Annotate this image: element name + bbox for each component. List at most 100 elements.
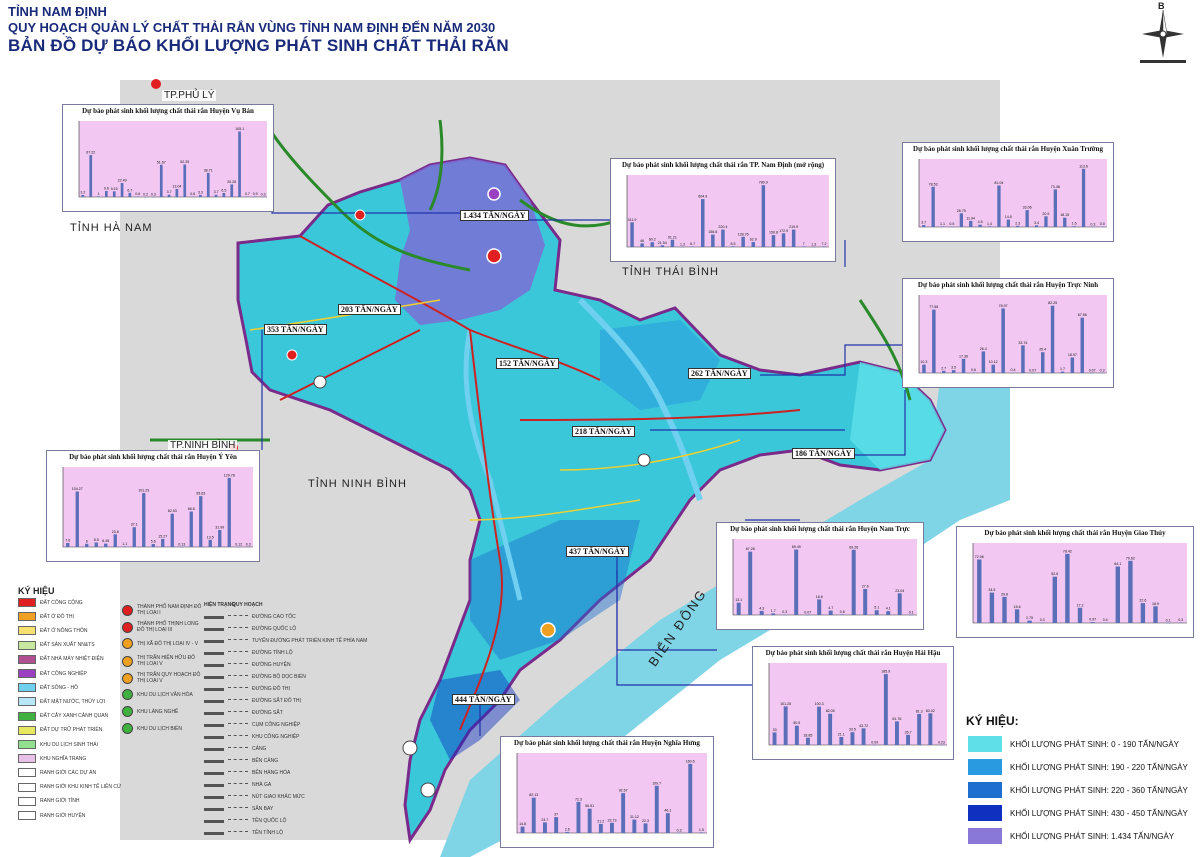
line-symbol-icon — [228, 831, 248, 835]
chart-title: Dự báo phát sinh khối lượng chất thải rắ… — [765, 649, 941, 657]
river — [463, 329, 523, 601]
chart-bar — [839, 737, 844, 745]
chart-data-label: 1.3 — [680, 242, 685, 246]
chart-data-label: 66.6 — [188, 507, 195, 511]
chart-data-label: 9.6 — [104, 187, 109, 191]
chart-bar — [1001, 308, 1005, 373]
chart-data-label: 13.1 — [735, 598, 742, 602]
legend-label: THỊ XÃ ĐÔ THỊ LOẠI IV - V — [137, 640, 199, 647]
provincial-road — [469, 499, 641, 521]
legend-label: RANH GIỚI KHU KINH TẾ LIÊN CỬ — [40, 784, 122, 791]
chart-data-label: 26.7 — [905, 730, 912, 734]
region-thai-binh: TỈNH THÁI BÌNH — [622, 266, 719, 278]
legend-infrastructure-item: ĐƯỜNG SẮT — [204, 710, 283, 716]
line-symbol-icon — [228, 687, 248, 691]
chart-bar — [969, 220, 973, 227]
legend-settlement-item: THỊ TRẤN HIỆN HỮU ĐÔ THỊ LOẠI V — [122, 655, 203, 667]
chart-data-label: 50.5 — [793, 721, 800, 725]
legend-label: TUYẾN ĐƯỜNG PHÁT TRIỂN KINH TẾ PHÍA NAM — [252, 638, 368, 644]
legend-label: KHU DU LỊCH SINH THÁI — [40, 741, 98, 748]
chart-data-label: 33.5 — [849, 728, 856, 732]
expressway — [268, 129, 471, 272]
chart-data-label: 62.53 — [168, 509, 177, 513]
chart-title: Dự báo phát sinh khối lượng chất thải rắ… — [730, 525, 910, 533]
chart-bar — [951, 370, 956, 373]
chart-bar — [151, 544, 155, 547]
chart-bar — [120, 183, 124, 197]
legend-infrastructure-item: TÊN TỈNH LỘ — [204, 830, 283, 836]
chart-data-label: 21.54 — [658, 241, 667, 245]
chart-bar — [97, 196, 100, 197]
map-title: BẢN ĐỒ DỰ BÁO KHỐI LƯỢNG PHÁT SINH CHẤT … — [8, 36, 509, 55]
chart-data-label: 18.85 — [803, 733, 812, 737]
chart-data-label: 0.6 — [190, 192, 195, 196]
chart-data-label: 1 — [98, 192, 100, 196]
legend-label: ĐƯỜNG ĐÔ THỊ — [252, 686, 290, 692]
line-symbol-icon — [204, 699, 224, 703]
chart-data-label: 150.8 — [769, 231, 778, 235]
line-symbol-icon — [204, 687, 224, 691]
legend-swatch — [18, 626, 36, 636]
chart-data-label: 128.76 — [738, 232, 749, 236]
chart-bar — [630, 222, 634, 247]
chart-data-label: 17.36 — [959, 354, 968, 358]
chart-data-label: 3.3 — [198, 190, 203, 194]
chart-data-label: 105.1 — [235, 127, 244, 131]
compass-letter: B — [1158, 1, 1165, 11]
legend-infrastructure-item: NÚT GIAO KHÁC MỨC — [204, 794, 305, 800]
chart-data-label: 0.3 — [1090, 222, 1095, 226]
chart-data-label: 72.3 — [575, 797, 582, 801]
chart-bar — [802, 246, 806, 247]
legend-swatch — [18, 640, 36, 650]
legend-swatch — [18, 711, 36, 721]
legend-heading: KÝ HIỆU — [18, 586, 55, 596]
chart-bar — [794, 549, 799, 615]
chart-bar — [531, 797, 536, 833]
line-symbol-icon — [204, 807, 224, 811]
settlement-symbol-icon — [122, 638, 133, 649]
chart-plot-area — [733, 539, 917, 615]
legend-swatch — [18, 654, 36, 664]
chart-title: Dự báo phát sinh khối lượng chất thải rắ… — [917, 281, 1099, 289]
chart-bar — [230, 184, 234, 197]
legend-infrastructure-item: ĐƯỜNG BỘ DỌC BIỂN — [204, 674, 306, 680]
legend-infrastructure-item: TUYẾN ĐƯỜNG PHÁT TRIỂN KINH TẾ PHÍA NAM — [204, 638, 367, 644]
chart-data-label: 220.4 — [718, 225, 727, 229]
chart-bar — [1153, 606, 1158, 623]
chart-plot-area — [627, 175, 829, 247]
chart-bar — [794, 725, 799, 745]
chart-data-label: 26.75 — [957, 209, 966, 213]
line-symbol-icon — [228, 807, 248, 811]
chart-bar — [1021, 345, 1025, 373]
legend-swatch — [18, 782, 36, 792]
chart-bar — [771, 613, 776, 615]
chart-bar — [928, 713, 933, 745]
chart-data-label: 1.6 — [1072, 222, 1077, 226]
tonnage-label: 218 TẤN/NGÀY — [572, 426, 635, 437]
legend-label: THÀNH PHỐ THỊNH LONG ĐÔ THỊ LOẠI III — [137, 621, 199, 633]
legend-infrastructure-item: ĐƯỜNG ĐÔ THỊ — [204, 686, 290, 692]
legend-landuse-item: RANH GIỚI HUYỆN — [18, 811, 85, 820]
chart-bar — [104, 543, 108, 547]
chart-bar — [554, 817, 559, 833]
settlement-symbol-icon — [122, 621, 133, 633]
tonnage-label: 1.434 TẤN/NGÀY — [460, 210, 529, 221]
chart-bar — [822, 246, 826, 247]
legend-infrastructure-item: TÊN QUỐC LỘ — [204, 818, 286, 824]
chart-data-label: 0.3 — [1100, 368, 1105, 372]
legend-settlement-item: THỊ XÃ ĐÔ THỊ LOẠI IV - V — [122, 638, 203, 649]
chart-data-label: 1.7 — [1060, 367, 1065, 371]
chart-bar — [741, 236, 745, 247]
chart-bar — [189, 511, 193, 547]
national-road — [299, 235, 601, 381]
chart-data-label: 37 — [554, 813, 558, 817]
chart-data-label: 219.9 — [789, 225, 798, 229]
chart-data-label: 34.5 — [988, 588, 995, 592]
chart-bar — [650, 242, 654, 247]
chart-data-label: 73.48 — [1051, 185, 1060, 189]
chart-data-label: 1.1 — [940, 222, 945, 226]
chart-nam-dinh: Dự báo phát sinh khối lượng chất thải rắ… — [610, 158, 836, 262]
chart-bar — [942, 370, 946, 373]
legend-label: BẾN HÀNG HÓA — [252, 770, 291, 776]
